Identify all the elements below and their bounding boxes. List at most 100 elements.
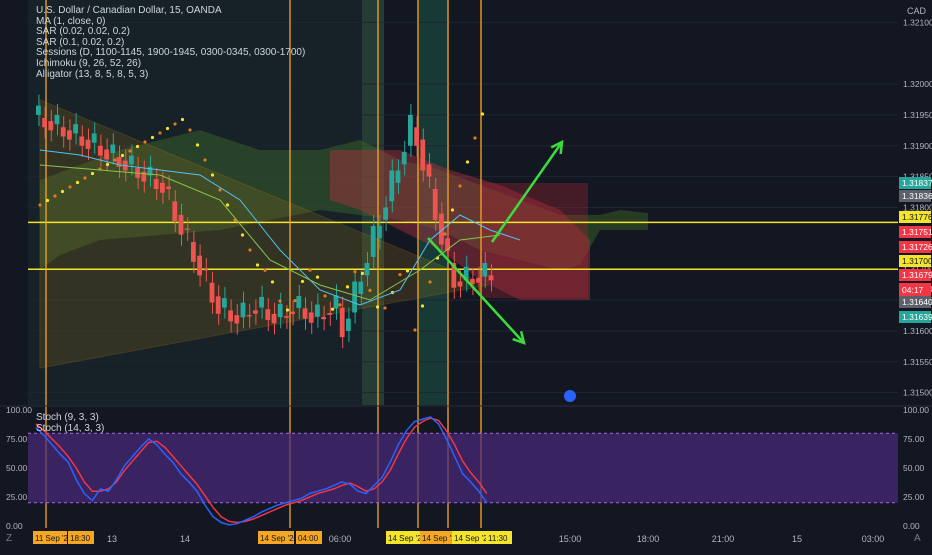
- candle-body: [222, 298, 227, 308]
- stoch-tick-left: 0.00: [6, 521, 23, 531]
- candle-body: [209, 282, 215, 303]
- candle-body: [420, 139, 426, 171]
- symbol-title[interactable]: U.S. Dollar / Canadian Dollar, 15, OANDA: [36, 5, 222, 16]
- candle-body: [228, 310, 233, 322]
- stoch-indicator-2[interactable]: Stoch (14, 3, 3): [36, 423, 105, 434]
- candle-body: [290, 311, 295, 315]
- sar-dot: [75, 180, 80, 185]
- price-label-bg: [899, 190, 931, 202]
- candle-body: [60, 127, 66, 137]
- candle-body: [104, 149, 109, 160]
- time-highlight-label: 11 Sep '20: [35, 534, 73, 543]
- time-highlight-bg: [420, 531, 452, 544]
- sar-dot: [225, 203, 230, 207]
- sar-dot: [293, 298, 297, 303]
- timezone-icon[interactable]: Z: [6, 533, 13, 544]
- sar-dot: [128, 149, 132, 153]
- candle-body: [172, 201, 178, 222]
- candle-body: [178, 214, 184, 235]
- sar-dot: [240, 233, 245, 237]
- price-label: 1.31836: [902, 191, 932, 201]
- price-label-bg: [899, 269, 931, 281]
- sar-dot: [420, 304, 425, 308]
- sar-dot: [180, 117, 185, 122]
- sar-dot: [263, 268, 267, 272]
- stoch-tick-right: 25.00: [903, 492, 925, 502]
- price-tick-label: 1.31600: [903, 326, 932, 336]
- candle-body: [259, 296, 264, 308]
- stoch-tick-left: 100.00: [6, 405, 32, 415]
- time-highlight-label: 11:30: [488, 534, 508, 543]
- candle-body: [358, 281, 364, 294]
- sar-dot: [165, 126, 170, 131]
- stoch-legend: Stoch (9, 3, 3) Stoch (14, 3, 3): [36, 412, 104, 434]
- sar-dot: [473, 136, 477, 140]
- auto-scale-icon[interactable]: A: [914, 533, 921, 544]
- candle-body: [67, 130, 72, 140]
- candle-body: [54, 114, 60, 125]
- sar-dot: [135, 144, 140, 149]
- candle-body: [240, 302, 246, 318]
- stoch-tick-right: 50.00: [903, 463, 925, 473]
- stoch-tick-right: 100.00: [903, 405, 929, 415]
- candle-body: [482, 263, 488, 277]
- candle-body: [395, 170, 401, 183]
- candle-body: [116, 156, 122, 167]
- sar-dot: [480, 112, 485, 116]
- price-label: 1.31679: [902, 270, 932, 280]
- price-label-bg: [899, 255, 931, 267]
- projection-box: [480, 183, 588, 298]
- candle-body: [153, 179, 159, 189]
- time-highlight-label: 14 Sep '20: [454, 534, 493, 543]
- candle-body: [79, 136, 85, 146]
- sar-dot: [330, 307, 335, 311]
- sar-dot: [83, 176, 87, 180]
- sar-dot: [158, 131, 162, 135]
- candle-body: [426, 164, 432, 177]
- price-label: 1.31726: [902, 242, 932, 252]
- candle-body: [476, 277, 481, 283]
- indicator-ichimoku[interactable]: Ichimoku (9, 26, 52, 26): [36, 57, 142, 69]
- sar-dot: [218, 188, 222, 192]
- sar-dot: [45, 198, 50, 203]
- time-highlight-bg: [386, 531, 420, 544]
- sar-dot: [338, 303, 342, 307]
- time-highlight-bg: [33, 531, 67, 544]
- price-label-bg: [899, 177, 931, 189]
- candle-body: [277, 303, 283, 318]
- candle-body: [414, 127, 419, 146]
- candle-body: [445, 238, 450, 251]
- time-tick-label: 15:00: [559, 534, 582, 544]
- price-label-bg: [899, 211, 931, 223]
- sar-dot: [203, 158, 207, 162]
- indicator-sar-2[interactable]: SAR (0.1, 0.02, 0.2): [36, 36, 125, 48]
- candle-body: [408, 114, 413, 146]
- time-highlight-label: 04:00: [298, 534, 319, 543]
- time-tick-label: 13: [107, 534, 117, 544]
- price-label: 1.31639: [902, 312, 932, 322]
- candle-body: [364, 263, 370, 276]
- sar-dot: [353, 270, 357, 274]
- sar-dot: [323, 294, 327, 298]
- candle-body: [296, 295, 302, 308]
- stoch-tick-right: 75.00: [903, 434, 925, 444]
- stoch-indicator-1[interactable]: Stoch (9, 3, 3): [36, 412, 99, 423]
- candle-body: [451, 263, 457, 288]
- indicator-ma[interactable]: MA (1, close, 0): [36, 15, 106, 27]
- indicator-sessions[interactable]: Sessions (D, 1100-1145, 1900-1945, 0300-…: [36, 47, 306, 59]
- sar-dot: [443, 232, 447, 236]
- indicator-alligator[interactable]: Alligator (13, 8, 5, 8, 5, 3): [36, 68, 149, 80]
- price-label-bg: [899, 226, 931, 238]
- candle-body: [352, 281, 357, 313]
- candle-body: [308, 312, 314, 323]
- indicator-sar-1[interactable]: SAR (0.02, 0.02, 0.2): [36, 26, 130, 38]
- candle-body: [271, 313, 277, 324]
- candle-body: [463, 266, 469, 281]
- candle-body: [439, 213, 444, 245]
- candle-body: [389, 170, 395, 202]
- candle-body: [339, 307, 345, 338]
- candle-body: [91, 133, 97, 143]
- candle-body: [234, 315, 240, 324]
